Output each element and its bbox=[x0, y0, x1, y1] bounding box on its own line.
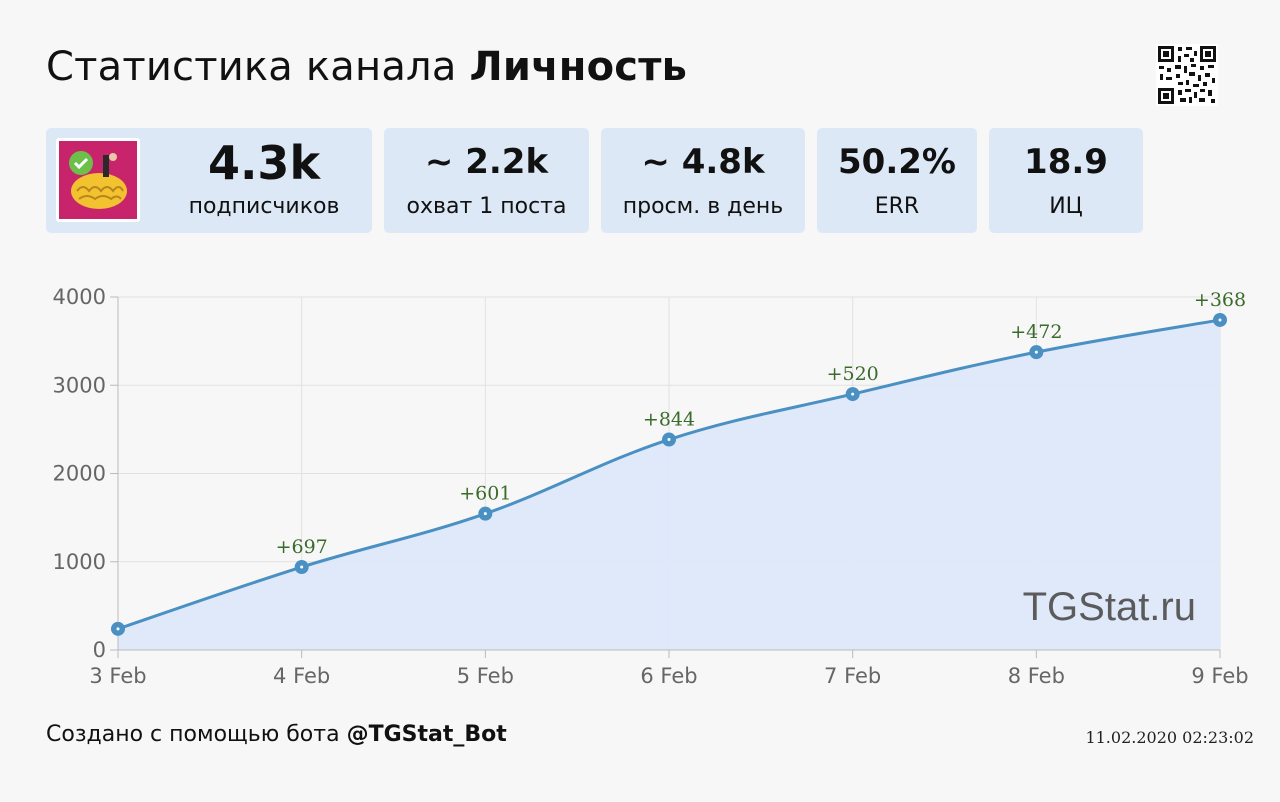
data-point-center bbox=[667, 438, 671, 442]
x-tick-label: 9 Feb bbox=[1191, 664, 1248, 688]
citation-index-label: ИЦ bbox=[1049, 194, 1083, 219]
stat-card-reach: ~ 2.2k охват 1 поста bbox=[384, 128, 589, 233]
daily-views-value: ~ 4.8k bbox=[641, 142, 765, 182]
chart-area-fill bbox=[118, 319, 1220, 650]
data-point-center bbox=[1034, 350, 1038, 354]
x-tick-label: 7 Feb bbox=[824, 664, 881, 688]
y-tick-label: 4000 bbox=[53, 285, 106, 309]
reach-value: ~ 2.2k bbox=[424, 142, 549, 182]
x-tick-label: 4 Feb bbox=[273, 664, 330, 688]
qr-code-icon bbox=[1156, 44, 1218, 106]
footer-credit: Создано с помощью бота @TGStat_Bot bbox=[46, 722, 507, 747]
data-label: +844 bbox=[643, 409, 695, 431]
y-tick-label: 0 bbox=[93, 638, 106, 662]
data-label: +601 bbox=[459, 483, 511, 505]
daily-views-label: просм. в день bbox=[622, 194, 784, 219]
y-tick-label: 1000 bbox=[53, 550, 106, 574]
data-point-center bbox=[116, 627, 120, 631]
footer-bot-link[interactable]: @TGStat_Bot bbox=[346, 722, 507, 747]
page-title: Статистика канала Личность bbox=[46, 44, 687, 90]
channel-name: Личность bbox=[469, 44, 688, 90]
x-tick-label: 3 Feb bbox=[89, 664, 146, 688]
x-tick-label: 8 Feb bbox=[1008, 664, 1065, 688]
data-point-center bbox=[483, 512, 487, 516]
y-tick-label: 2000 bbox=[53, 462, 106, 486]
stat-card-err: 50.2% ERR bbox=[817, 128, 977, 233]
stat-card-citation-index: 18.9 ИЦ bbox=[989, 128, 1143, 233]
reach-label: охват 1 поста bbox=[406, 194, 567, 219]
chart-watermark: TGStat.ru bbox=[1023, 585, 1196, 629]
footer-prefix: Создано с помощью бота bbox=[46, 722, 340, 747]
x-tick-label: 5 Feb bbox=[457, 664, 514, 688]
subscribers-label: подписчиков bbox=[188, 194, 340, 219]
channel-avatar bbox=[56, 138, 140, 222]
data-point-center bbox=[1218, 318, 1222, 322]
footer-timestamp: 11.02.2020 02:23:02 bbox=[1085, 728, 1254, 747]
err-value: 50.2% bbox=[838, 142, 956, 182]
data-label: +368 bbox=[1194, 289, 1246, 311]
stat-card-subscribers: 4.3k подписчиков bbox=[46, 128, 372, 233]
data-label: +520 bbox=[827, 363, 879, 385]
x-tick-label: 6 Feb bbox=[640, 664, 697, 688]
data-label: +472 bbox=[1010, 321, 1062, 343]
subscribers-value: 4.3k bbox=[207, 136, 321, 190]
data-point-center bbox=[851, 392, 855, 396]
citation-index-value: 18.9 bbox=[1024, 142, 1108, 182]
data-point-center bbox=[300, 565, 304, 569]
subscribers-chart: 0 1000 2000 3000 4000 3 Feb 4 Feb 5 Feb 6 Feb 7 F… bbox=[53, 285, 1249, 688]
data-label: +697 bbox=[276, 536, 328, 558]
y-tick-label: 3000 bbox=[53, 373, 106, 397]
err-label: ERR bbox=[874, 194, 920, 219]
stat-card-daily-views: ~ 4.8k просм. в день bbox=[601, 128, 805, 233]
title-prefix: Статистика канала bbox=[46, 44, 457, 90]
